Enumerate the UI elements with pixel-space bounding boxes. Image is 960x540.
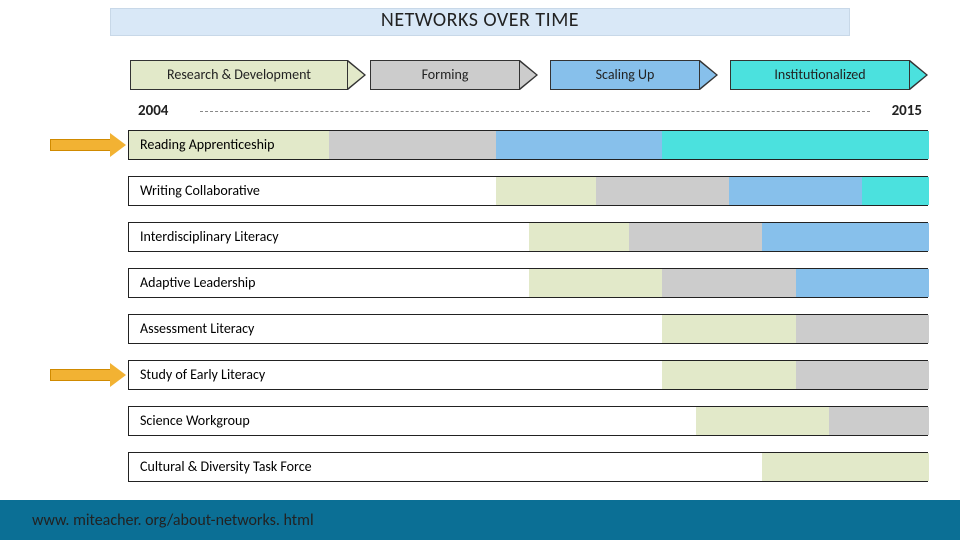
segment-scaling: [496, 131, 663, 159]
row-label: Assessment Literacy: [140, 314, 254, 344]
segment-forming: [629, 223, 762, 251]
highlight-arrow-icon: [50, 133, 126, 157]
segment-forming: [329, 131, 496, 159]
timeline-row: Study of Early Literacy: [0, 360, 960, 390]
highlight-arrow-icon: [50, 363, 126, 387]
timeline-start-year: 2004: [138, 102, 168, 120]
legend-chevron-forming: Forming: [370, 60, 538, 90]
timeline-end-year: 2015: [892, 102, 922, 120]
segment-rd: [662, 315, 795, 343]
segment-rd: [662, 361, 795, 389]
segment-rd: [762, 453, 929, 481]
timeline-row: Assessment Literacy: [0, 314, 960, 344]
segment-forming: [662, 269, 795, 297]
row-label: Science Workgroup: [140, 406, 250, 436]
legend-label: Scaling Up: [550, 60, 700, 90]
segment-inst: [662, 131, 929, 159]
timeline-divider: [200, 111, 870, 112]
segment-forming: [796, 315, 929, 343]
segment-forming: [796, 361, 929, 389]
row-label: Reading Apprenticeship: [140, 130, 275, 160]
slide: NETWORKS OVER TIME Research & Developmen…: [0, 0, 960, 540]
timeline-row: Adaptive Leadership: [0, 268, 960, 298]
row-label: Study of Early Literacy: [140, 360, 265, 390]
segment-forming: [829, 407, 929, 435]
segment-inst: [862, 177, 929, 205]
legend-label: Institutionalized: [730, 60, 910, 90]
timeline-row: Interdisciplinary Literacy: [0, 222, 960, 252]
timeline-rows: Reading Apprenticeship Writing Collaborat…: [0, 130, 960, 498]
page-title: NETWORKS OVER TIME: [0, 8, 960, 32]
segment-scaling: [796, 269, 929, 297]
segment-rd: [529, 223, 629, 251]
footer-url: www. miteacher. org/about-networks. html: [32, 511, 314, 530]
timeline-row: Reading Apprenticeship: [0, 130, 960, 160]
legend-label: Forming: [370, 60, 520, 90]
timeline-row: Writing Collaborative: [0, 176, 960, 206]
legend-chevron-rd: Research & Development: [130, 60, 366, 90]
row-label: Writing Collaborative: [140, 176, 260, 206]
timeline-row: Science Workgroup: [0, 406, 960, 436]
legend-chevron-inst: Institutionalized: [730, 60, 928, 90]
segment-rd: [696, 407, 829, 435]
segment-rd: [496, 177, 596, 205]
row-label: Interdisciplinary Literacy: [140, 222, 279, 252]
segment-rd: [529, 269, 662, 297]
legend-chevron-scaling: Scaling Up: [550, 60, 718, 90]
legend-label: Research & Development: [130, 60, 348, 90]
stage-legend: Research & Development Forming Scaling Up I…: [0, 60, 960, 92]
segment-forming: [596, 177, 729, 205]
timeline-row: Cultural & Diversity Task Force: [0, 452, 960, 482]
row-label: Adaptive Leadership: [140, 268, 256, 298]
row-label: Cultural & Diversity Task Force: [140, 452, 312, 482]
segment-scaling: [729, 177, 862, 205]
segment-scaling: [762, 223, 929, 251]
